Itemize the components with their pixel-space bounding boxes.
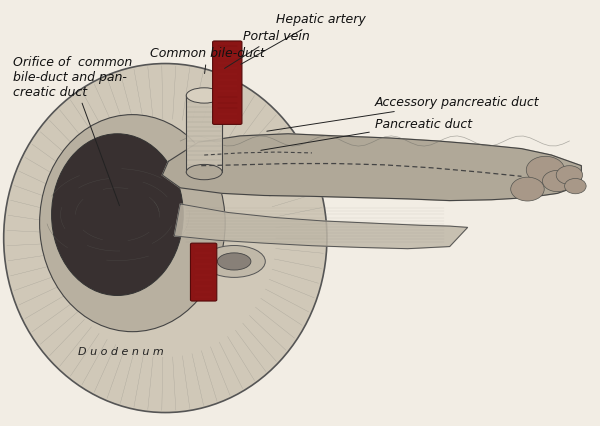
Ellipse shape xyxy=(52,135,183,296)
Ellipse shape xyxy=(186,89,222,104)
Circle shape xyxy=(565,179,586,194)
Text: Pancreatic duct: Pancreatic duct xyxy=(261,117,472,151)
Polygon shape xyxy=(186,96,222,173)
Ellipse shape xyxy=(186,165,222,180)
Circle shape xyxy=(542,171,572,192)
Text: Accessory pancreatic duct: Accessory pancreatic duct xyxy=(267,96,539,132)
Circle shape xyxy=(526,157,565,184)
Text: Orifice of  common
bile-duct and pan-
creatic duct: Orifice of common bile-duct and pan- cre… xyxy=(13,56,132,206)
Ellipse shape xyxy=(55,137,180,294)
FancyBboxPatch shape xyxy=(212,42,242,125)
FancyBboxPatch shape xyxy=(190,244,217,301)
Text: Common bile-duct: Common bile-duct xyxy=(150,47,265,75)
Text: Portal vein: Portal vein xyxy=(224,30,310,69)
Polygon shape xyxy=(163,135,581,201)
Text: D u o d e n u m: D u o d e n u m xyxy=(77,346,163,356)
Ellipse shape xyxy=(217,253,251,271)
Ellipse shape xyxy=(4,64,327,412)
Circle shape xyxy=(556,166,583,185)
Text: Hepatic artery: Hepatic artery xyxy=(241,13,366,65)
Ellipse shape xyxy=(40,115,225,332)
Ellipse shape xyxy=(203,246,265,278)
Circle shape xyxy=(511,178,544,201)
Polygon shape xyxy=(174,204,467,249)
